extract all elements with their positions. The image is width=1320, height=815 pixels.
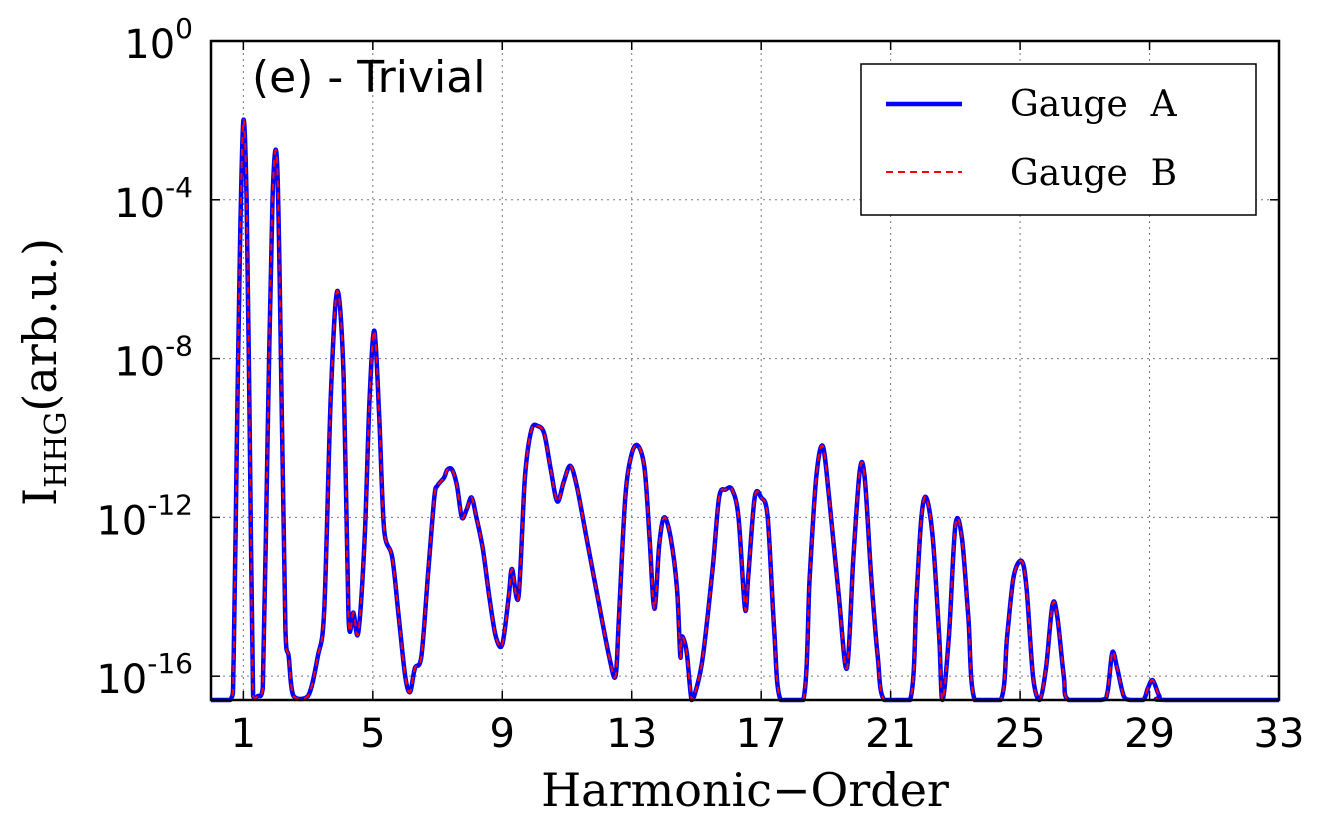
x-tick-label: 33 [1254, 711, 1305, 757]
y-tick-label: 10-8 [114, 330, 193, 386]
legend-label-gauge-a: Gauge A [1010, 84, 1178, 125]
x-tick-label: 29 [1124, 711, 1175, 757]
y-tick-label: 100 [124, 12, 193, 68]
x-tick-label: 21 [865, 711, 916, 757]
plot-frame [209, 39, 1281, 702]
x-tick-labels: 1 5 9 13 17 21 25 29 33 [231, 711, 1305, 757]
y-tick-labels: 100 10-4 10-8 10-12 10-16 [96, 12, 193, 703]
x-tick-marks [242, 41, 1280, 700]
y-axis-label-sub: HHG [39, 412, 74, 488]
y-tick-label: 10-16 [96, 647, 193, 703]
x-tick-label: 5 [360, 711, 385, 757]
y-tick-label: 10-4 [114, 171, 193, 227]
x-tick-label: 17 [736, 711, 787, 757]
legend-box [860, 63, 1257, 216]
x-tick-label: 9 [490, 711, 515, 757]
y-axis-label-base: I [13, 488, 67, 506]
legend: Gauge A Gauge B [860, 63, 1257, 216]
x-tick-label: 1 [231, 711, 256, 757]
x-tick-label: 13 [606, 711, 657, 757]
y-tick-label: 10-12 [96, 488, 193, 544]
y-axis-label-rest: (arb.u.) [13, 238, 67, 412]
series-line-gauge-b [211, 118, 1279, 701]
panel-label: (e) - Trivial [252, 52, 485, 103]
series-layer [211, 117, 1279, 703]
x-axis-label: Harmonic−Order [541, 763, 949, 815]
x-tick-label: 25 [995, 711, 1046, 757]
y-axis-label: IHHG(arb.u.) [13, 238, 74, 506]
legend-label-gauge-b: Gauge B [1010, 153, 1177, 194]
